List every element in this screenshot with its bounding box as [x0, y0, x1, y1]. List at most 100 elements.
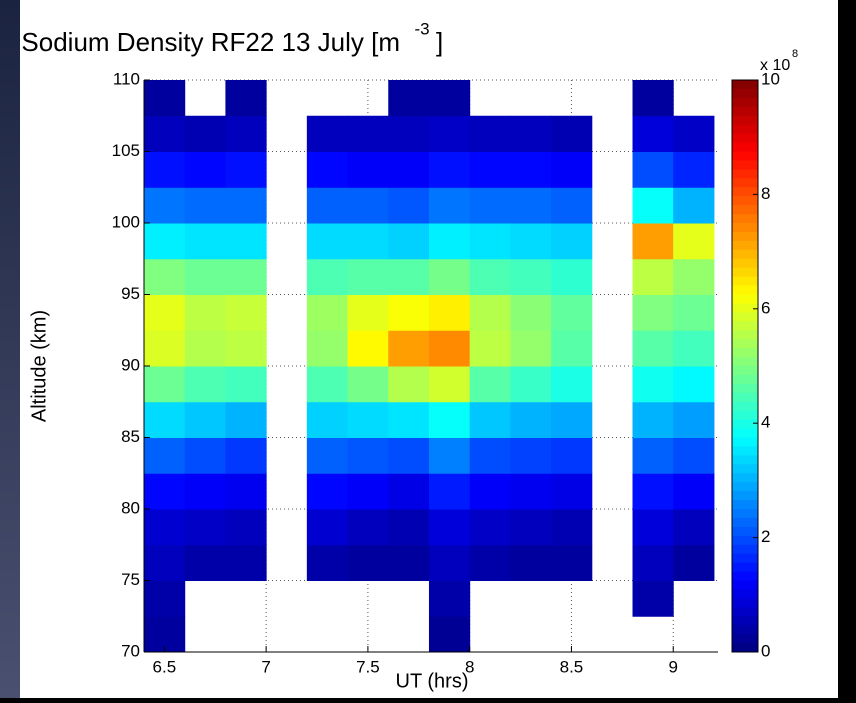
- heat-cell: [632, 151, 674, 188]
- heat-cell: [144, 187, 186, 224]
- heat-cell: [184, 437, 226, 474]
- y-tick-label: 85: [121, 427, 140, 446]
- heat-cell: [388, 223, 430, 260]
- heat-cell: [184, 401, 226, 438]
- heat-cell: [428, 544, 471, 581]
- heat-cell: [551, 437, 593, 474]
- heat-cell: [306, 223, 349, 260]
- heat-cell: [225, 80, 267, 117]
- heat-cell: [388, 80, 430, 117]
- colorbar-segment: [732, 124, 758, 135]
- heat-cell: [551, 509, 593, 546]
- heat-cell: [673, 223, 715, 260]
- heat-cell: [347, 151, 389, 188]
- heat-cell: [469, 151, 511, 188]
- heat-cell: [225, 258, 267, 295]
- heat-cell: [184, 258, 226, 295]
- heat-cell: [428, 151, 471, 188]
- heat-cell: [551, 473, 593, 510]
- heat-cell: [306, 544, 349, 581]
- heat-cell: [510, 330, 552, 367]
- colorbar-segment: [732, 392, 758, 403]
- heat-cell: [428, 115, 471, 152]
- heat-cell: [184, 544, 226, 581]
- heat-cell: [144, 401, 186, 438]
- x-tick-label: 9: [668, 657, 677, 676]
- heat-cell: [551, 366, 593, 403]
- colorbar-segment: [732, 455, 758, 465]
- heat-cell: [225, 473, 267, 510]
- heat-cell: [469, 330, 511, 367]
- colorbar-segment: [732, 491, 758, 501]
- heat-cell: [184, 223, 226, 260]
- heat-cell: [388, 115, 430, 152]
- heat-cell: [673, 366, 715, 403]
- colorbar-tick-label: 10: [761, 69, 780, 88]
- colorbar-segment: [732, 625, 758, 635]
- y-axis-label: Altitude (km): [28, 310, 50, 422]
- colorbar-segment: [732, 267, 758, 278]
- heat-cell: [551, 330, 593, 367]
- colorbar-segment: [732, 249, 758, 260]
- colorbar-segment: [732, 276, 758, 287]
- x-tick-label: 8: [465, 657, 474, 676]
- heat-cell: [306, 401, 349, 438]
- colorbar-segment: [732, 115, 758, 126]
- colorbar-segment: [732, 482, 758, 492]
- heat-cell: [144, 258, 186, 295]
- heat-cell: [347, 544, 389, 581]
- colorbar-segment: [732, 80, 758, 90]
- heat-cell: [225, 223, 267, 260]
- heat-cell: [673, 330, 715, 367]
- heat-cell: [225, 115, 267, 152]
- title-end: ]: [436, 27, 443, 57]
- heat-cell: [510, 187, 552, 224]
- heat-cell: [673, 437, 715, 474]
- heat-cell: [673, 509, 715, 546]
- colorbar-tick-label: 4: [761, 413, 770, 432]
- colorbar-segment: [732, 410, 758, 421]
- heat-cell: [144, 509, 186, 546]
- heat-cell: [428, 473, 471, 510]
- heat-cell: [632, 80, 674, 117]
- heat-cell: [673, 151, 715, 188]
- heat-cell: [388, 509, 430, 546]
- colorbar-segment: [732, 133, 758, 144]
- heat-cell: [306, 294, 349, 331]
- colorbar-segment: [732, 357, 758, 367]
- heat-cell: [632, 187, 674, 224]
- heat-cell: [673, 115, 715, 152]
- colorbar-segment: [732, 446, 758, 456]
- heat-cell: [347, 366, 389, 403]
- colorbar-segment: [732, 643, 758, 653]
- heat-cell: [551, 401, 593, 438]
- y-tick-label: 90: [121, 355, 140, 374]
- heat-cell: [551, 115, 593, 152]
- heat-cell: [144, 330, 186, 367]
- colorbar-segment: [732, 106, 758, 117]
- heat-cell: [469, 258, 511, 295]
- heat-cell: [632, 580, 674, 617]
- colorbar-segment: [732, 240, 758, 251]
- x-tick-label: 6.5: [153, 657, 177, 676]
- heat-cell: [632, 294, 674, 331]
- heat-cell: [388, 294, 430, 331]
- heat-cell: [510, 258, 552, 295]
- colorbar-segment: [732, 607, 758, 617]
- heat-cell: [388, 437, 430, 474]
- heat-cell: [673, 401, 715, 438]
- colorbar-segment: [732, 151, 758, 161]
- heat-cell: [632, 437, 674, 474]
- heat-cell: [469, 187, 511, 224]
- chart-title: Sodium Density RF22 13 July [m: [21, 27, 400, 57]
- heat-cell: [388, 187, 430, 224]
- x-tick-label: 7.5: [356, 657, 380, 676]
- y-tick-label: 70: [121, 641, 140, 660]
- heat-cell: [428, 401, 471, 438]
- colorbar-segment: [732, 285, 758, 295]
- heat-cell: [347, 187, 389, 224]
- colorbar-segment: [732, 196, 758, 206]
- heat-cell: [673, 294, 715, 331]
- heat-cell: [510, 223, 552, 260]
- heat-cell: [510, 544, 552, 581]
